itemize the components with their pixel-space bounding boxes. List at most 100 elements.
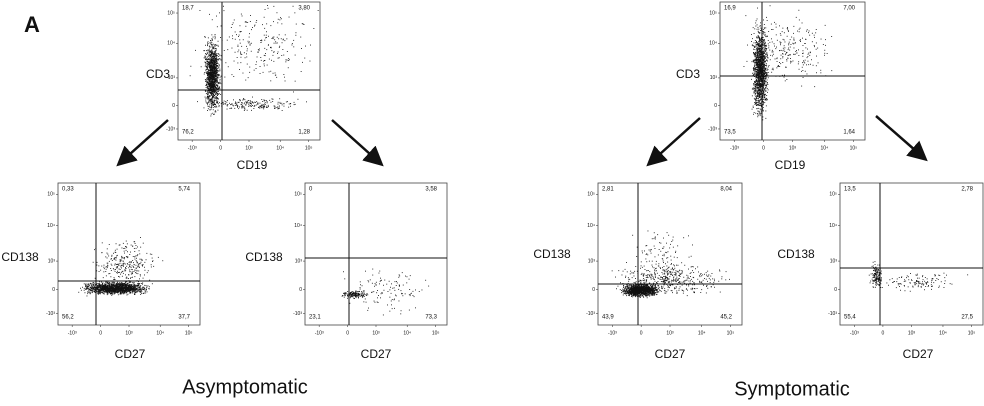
y-tick-label: 10⁴ (167, 41, 175, 47)
event-dot (114, 282, 116, 284)
event-dot (91, 288, 93, 290)
event-dot (107, 285, 109, 286)
event-dot (112, 290, 114, 292)
event-dot (266, 49, 268, 51)
event-dot (108, 290, 110, 292)
event-dot (134, 291, 136, 293)
event-dot (135, 267, 137, 269)
event-dot (262, 101, 264, 102)
event-dot (116, 266, 118, 268)
event-dot (207, 61, 208, 62)
event-dot (117, 281, 118, 283)
event-dot (759, 41, 760, 43)
event-dot (213, 75, 215, 77)
event-dot (214, 52, 216, 54)
event-dot (103, 286, 105, 288)
event-dot (134, 284, 136, 285)
event-dot (263, 105, 265, 107)
event-dot (266, 23, 268, 25)
event-dot (116, 283, 118, 285)
event-dot (108, 292, 110, 294)
event-dot (214, 61, 216, 62)
event-dot (121, 263, 123, 265)
event-dot (120, 285, 122, 287)
event-dot (205, 91, 207, 92)
event-dot (758, 45, 760, 47)
event-dot (235, 104, 237, 106)
event-dot (363, 293, 365, 295)
event-dot (252, 102, 253, 104)
event-dot (287, 101, 288, 103)
event-dot (212, 93, 214, 95)
event-dot (125, 290, 127, 292)
event-dot (243, 98, 245, 99)
event-dot (753, 89, 755, 91)
event-dot (130, 291, 132, 293)
event-dot (270, 47, 272, 49)
x-tick-label: 10³ (372, 330, 380, 336)
event-dot (760, 66, 762, 68)
event-dot (211, 100, 213, 102)
event-dot (214, 90, 216, 92)
event-dot (257, 102, 259, 104)
event-dot (278, 108, 280, 109)
event-dot (119, 261, 121, 263)
event-dot (135, 245, 137, 246)
event-dot (117, 287, 118, 288)
event-dot (284, 80, 286, 82)
event-dot (124, 288, 126, 290)
event-dot (756, 64, 757, 66)
event-dot (209, 59, 211, 61)
event-dot (138, 265, 140, 267)
event-dot (756, 104, 758, 106)
event-dot (279, 45, 281, 47)
event-dot (208, 73, 210, 75)
event-dot (211, 65, 213, 67)
event-dot (237, 105, 239, 106)
event-dot (214, 72, 216, 74)
event-dot (760, 60, 762, 62)
x-tick-label: 10⁵ (305, 145, 313, 151)
event-dot (139, 274, 141, 276)
event-dot (129, 284, 131, 286)
event-dot (274, 108, 276, 109)
event-dot (119, 289, 121, 291)
event-dot (215, 106, 217, 108)
event-dot (240, 31, 242, 32)
event-dot (762, 72, 763, 74)
event-dot (217, 77, 219, 78)
event-dot (105, 268, 107, 270)
event-dot (262, 106, 264, 108)
event-dot (137, 266, 139, 268)
event-dot (104, 286, 106, 288)
event-dot (756, 47, 757, 49)
event-dot (127, 251, 128, 253)
event-dot (765, 54, 767, 56)
event-dot (213, 56, 214, 58)
event-dot (208, 63, 209, 65)
event-dot (212, 91, 214, 92)
event-dot (288, 58, 290, 59)
event-dot (119, 259, 121, 261)
event-dot (352, 296, 354, 298)
event-dot (380, 293, 382, 295)
event-dot (114, 292, 116, 294)
event-dot (136, 291, 137, 293)
x-tick-label: -10³ (188, 145, 197, 151)
event-dot (248, 104, 250, 106)
event-dot (361, 295, 363, 296)
event-dot (211, 95, 213, 96)
event-dot (123, 292, 125, 293)
event-dot (209, 77, 211, 79)
event-dot (206, 84, 207, 86)
event-dot (140, 285, 142, 286)
event-dot (226, 108, 228, 110)
quadrant-percent: 0,33 (62, 187, 74, 193)
event-dot (256, 20, 258, 21)
event-dot (754, 87, 756, 89)
event-dot (766, 67, 768, 69)
event-dot (216, 99, 218, 101)
event-dot (238, 108, 240, 110)
event-dot (254, 101, 256, 103)
event-dot (760, 93, 762, 95)
